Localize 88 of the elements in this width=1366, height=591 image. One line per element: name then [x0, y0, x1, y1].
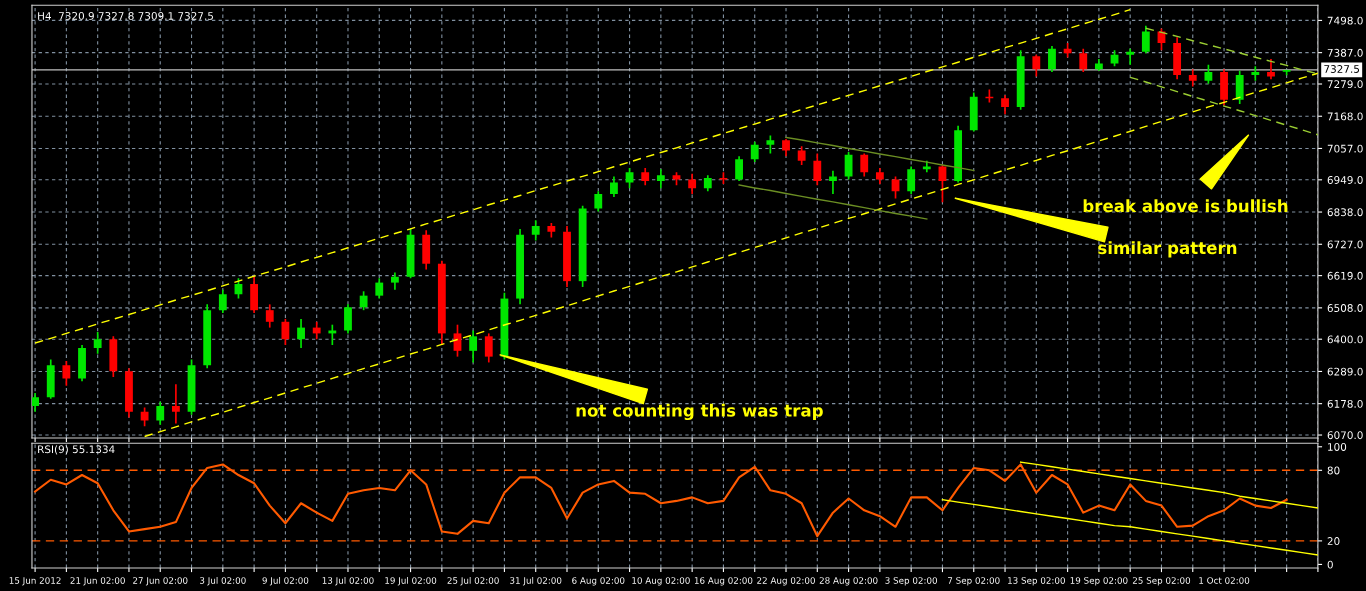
candlestick — [1048, 45, 1056, 73]
y-tick-label: 6949.0 — [1327, 176, 1363, 184]
candlestick — [344, 303, 352, 335]
x-tick-label: 25 Sep 02:00 — [1132, 577, 1191, 586]
x-tick-label: 7 Sep 02:00 — [948, 577, 1000, 586]
x-tick-label: 27 Jun 02:00 — [133, 577, 188, 586]
annotation: break above is bullish — [1083, 199, 1288, 213]
x-tick-label: 13 Jul 02:00 — [322, 576, 374, 586]
candlestick — [375, 277, 384, 300]
candlestick — [1204, 64, 1213, 85]
x-tick-label: 25 Jul 02:00 — [447, 576, 499, 586]
candlestick — [594, 190, 603, 213]
candlestick — [1126, 48, 1135, 66]
annotation: similar pattern — [1098, 241, 1237, 258]
line-series — [1145, 27, 1318, 75]
y-tick-label: 7387.0 — [1327, 48, 1363, 57]
y-tick-label: 6727.0 — [1327, 240, 1363, 249]
candlestick — [656, 168, 665, 190]
y-tick-label: 6838.0 — [1327, 208, 1363, 217]
y-tick-label: 6400.0 — [1327, 335, 1363, 344]
x-tick-label: 13 Sep 02:00 — [1008, 577, 1065, 586]
x-tick-label: 9 Jul 02:00 — [262, 576, 309, 586]
candlestick — [531, 219, 540, 242]
x-tick-label: 28 Aug 02:00 — [819, 577, 878, 586]
y-tick-label: 0 — [1327, 560, 1333, 569]
x-tick-label: 6 Aug 02:00 — [572, 577, 625, 586]
candlestick — [265, 303, 274, 329]
candlestick — [797, 145, 806, 166]
x-tick-label: 22 Aug 02:00 — [757, 577, 815, 586]
y-tick-label: 6070.0 — [1327, 431, 1363, 440]
candlestick — [140, 406, 149, 428]
candlestick — [907, 165, 916, 195]
y-tick-label: 80 — [1327, 466, 1340, 475]
y-tick-label: 6178.0 — [1327, 399, 1363, 408]
candlestick — [610, 175, 618, 198]
candlestick — [484, 332, 493, 364]
y-tick-label: 7279.0 — [1327, 80, 1363, 89]
candlestick — [1032, 53, 1041, 78]
candlestick — [469, 329, 478, 364]
candlestick — [297, 318, 305, 349]
y-tick-label: 6508.0 — [1327, 304, 1363, 312]
line-series — [1019, 461, 1318, 509]
y-tick-label: 7498.0 — [1327, 16, 1363, 25]
candlestick — [735, 155, 743, 182]
candlestick — [844, 151, 853, 181]
x-tick-label: 3 Sep 02:00 — [885, 577, 937, 586]
annotation: not counting this was trap — [576, 403, 823, 421]
line-series — [738, 184, 928, 220]
text: H4 7320.9 7327.8 7309.1 7327.5 — [38, 11, 214, 20]
y-tick-label: 6619.0 — [1327, 271, 1363, 280]
candlestick — [359, 290, 368, 312]
candlestick — [829, 169, 837, 195]
candlestick — [218, 289, 227, 314]
candlestick — [688, 172, 697, 195]
candlestick — [1079, 48, 1088, 73]
candlestick — [938, 164, 947, 204]
candlestick — [1001, 94, 1009, 116]
candlestick — [813, 152, 822, 187]
y-tick-label: 6289.0 — [1327, 367, 1363, 376]
x-tick-label: 15 Jun 2012 — [9, 577, 61, 586]
candlestick — [156, 400, 165, 426]
y-tick-label: 20 — [1327, 537, 1340, 545]
y-tick-label: 7168.0 — [1327, 112, 1363, 121]
ref-line-label: 7327.5 — [1324, 65, 1360, 73]
candlestick — [31, 392, 39, 413]
x-tick-label: 10 Aug 02:00 — [632, 577, 690, 586]
candlestick — [93, 331, 102, 355]
line-series — [143, 72, 1318, 438]
y-tick-label: 100 — [1328, 443, 1347, 451]
x-tick-label: 3 Jul 02:00 — [200, 576, 246, 586]
line-series — [1129, 76, 1318, 136]
line-series — [941, 499, 1318, 556]
chart-title: RSI(9) 55.1334 — [38, 445, 115, 455]
candlestick — [1141, 24, 1150, 55]
x-tick-label: 1 Oct 02:00 — [1199, 577, 1250, 584]
x-tick-label: 31 Jul 02:00 — [510, 576, 562, 586]
candlestick — [860, 152, 869, 178]
candlestick — [171, 383, 180, 425]
candlestick — [1267, 58, 1275, 81]
candlestick — [766, 134, 775, 155]
x-tick-label: 19 Jul 02:00 — [385, 576, 437, 586]
x-tick-label: 19 Sep 02:00 — [1070, 577, 1128, 586]
x-tick-label: 21 Jun 02:00 — [70, 577, 125, 586]
candlestick — [281, 318, 290, 346]
y-tick-label: 7057.0 — [1327, 144, 1363, 153]
candlestick — [750, 140, 759, 163]
x-tick-label: 16 Aug 02:00 — [694, 577, 753, 586]
candlestick — [62, 360, 71, 387]
